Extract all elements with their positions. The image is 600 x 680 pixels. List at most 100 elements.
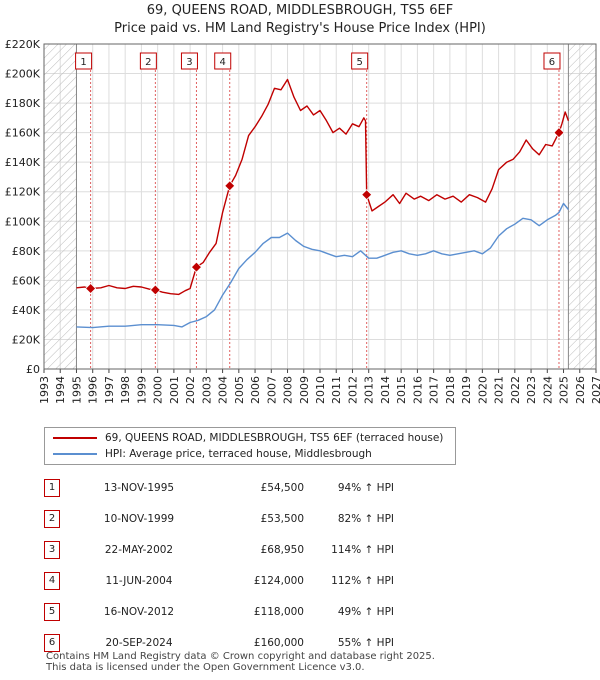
sale-marker-number: 4 [220,57,226,68]
sale-point [361,189,373,201]
x-tick-label: 1995 [70,376,83,404]
x-tick-label: 2005 [233,376,246,404]
x-tick-label: 2013 [363,376,376,404]
sale-marker-label: 3 [44,540,60,559]
chart-subtitle: Price paid vs. HM Land Registry's House … [114,21,486,36]
y-tick-label: £80K [12,245,41,258]
legend-label-price: 69, QUEENS ROAD, MIDDLESBROUGH, TS5 6EF … [105,432,444,444]
y-tick-label: £100K [5,215,41,228]
x-tick-label: 2007 [265,376,278,404]
sale-hpi-change: 114% ↑ HPI [331,543,394,556]
sale-marker-box [180,52,198,70]
x-tick-label: 2016 [411,376,424,404]
sale-marker-box [543,52,561,70]
hpi-line [76,202,569,329]
sale-marker-label: 1 [44,478,60,497]
sale-date: 13-NOV-1995 [103,481,175,494]
sale-price: £118,000 [253,605,304,618]
sale-date: 16-NOV-2012 [103,605,175,618]
sale-price: £160,000 [253,636,304,649]
sale-hpi-change: 82% ↑ HPI [337,512,394,525]
sale-price: £53,500 [260,512,304,525]
legend-swatch-price [53,437,97,439]
x-tick-label: 2009 [298,376,311,404]
y-tick-label: £120K [5,186,41,199]
y-tick-label: £0 [26,363,40,376]
x-tick-label: 2004 [217,376,230,404]
x-tick-label: 2023 [525,376,538,404]
sale-marker-number: 2 [145,57,151,68]
x-tick-label: 2022 [509,376,522,404]
sale-marker-number: 3 [186,57,192,68]
sale-price: £124,000 [253,574,304,587]
legend-label-hpi: HPI: Average price, terraced house, Midd… [105,448,372,460]
x-tick-label: 2002 [184,376,197,404]
price-paid-line [76,78,570,296]
x-tick-label: 2027 [590,376,600,404]
legend-swatch-hpi [53,453,97,455]
sale-date: 20-SEP-2024 [105,636,173,649]
sale-marker-box [214,52,232,70]
sale-marker-number: 5 [356,57,362,68]
x-tick-label: 2014 [379,376,392,404]
sale-marker-number: 6 [549,57,555,68]
x-tick-label: 1998 [119,376,132,404]
y-tick-label: £40K [12,304,41,317]
x-tick-label: 2020 [476,376,489,404]
table-row: 1 13-NOV-1995 £54,500 94% ↑ HPI [44,472,394,503]
x-tick-label: 1996 [87,376,100,404]
sale-marker-label: 6 [44,633,60,652]
sale-marker-number: 1 [80,57,86,68]
sale-hpi-change: 49% ↑ HPI [337,605,394,618]
x-tick-label: 2015 [395,376,408,404]
price-chart: 1 2 3 4 5 6 £0 £20K £40K £60K £80K £100K £120K £140K… [5,38,600,404]
y-tick-label: £180K [5,97,41,110]
sale-marker-box [139,52,157,70]
plot-frame [43,43,597,370]
table-row: 3 22-MAY-2002 £68,950 114% ↑ HPI [44,534,394,565]
x-tick-label: 2008 [282,376,295,404]
table-row: 4 11-JUN-2004 £124,000 112% ↑ HPI [44,565,394,596]
x-tick-label: 2017 [428,376,441,404]
legend-item-price: 69, QUEENS ROAD, MIDDLESBROUGH, TS5 6EF … [53,430,443,446]
hatch-region-before-data [44,44,77,369]
sale-point [85,282,97,295]
sale-marker-label: 2 [44,509,60,528]
x-tick-label: 2024 [541,376,554,404]
x-tick-label: 1997 [103,376,116,404]
x-tick-label: 2019 [460,376,473,404]
footer-line-2: This data is licensed under the Open Gov… [46,662,365,673]
sale-marker-box [75,52,93,70]
sale-point [224,180,236,192]
footer-line-1: Contains HM Land Registry data © Crown c… [46,651,435,662]
x-tick-label: 2021 [493,376,506,404]
x-tick-label: 2025 [558,376,571,404]
sale-marker-box [351,52,369,70]
x-tick-label: 2003 [200,376,213,404]
x-tick-label: 2026 [574,376,587,404]
x-tick-label: 2000 [152,376,165,404]
sale-date: 22-MAY-2002 [104,543,174,556]
sale-price: £54,500 [260,481,304,494]
x-tick-label: 2018 [444,376,457,404]
table-row: 2 10-NOV-1999 £53,500 82% ↑ HPI [44,503,394,534]
sale-hpi-change: 112% ↑ HPI [331,574,394,587]
sale-date: 10-NOV-1999 [103,512,175,525]
hatch-region-after-data [568,44,596,369]
x-tick-label: 1994 [54,376,67,404]
y-tick-label: £20K [12,333,41,346]
sale-point [553,127,565,139]
sale-marker-label: 4 [44,571,60,590]
x-tick-label: 2001 [168,376,181,404]
x-tick-label: 1993 [38,376,51,404]
sale-date: 11-JUN-2004 [105,574,173,587]
sale-price: £68,950 [260,543,304,556]
y-tick-label: £220K [5,38,41,51]
x-tick-label: 2011 [330,376,343,404]
sales-table: 1 13-NOV-1995 £54,500 94% ↑ HPI 2 10-NOV… [44,472,394,658]
y-tick-label: £60K [12,274,41,287]
y-tick-label: £200K [5,68,41,81]
chart-title: 69, QUEENS ROAD, MIDDLESBROUGH, TS5 6EF [146,3,454,18]
x-tick-label: 2012 [346,376,359,404]
x-tick-label: 2010 [314,376,327,404]
